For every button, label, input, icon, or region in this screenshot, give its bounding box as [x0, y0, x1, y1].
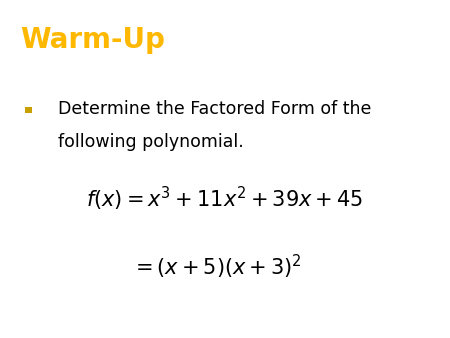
- Text: $f(x) = x^3 + 11x^2 + 39x + 45$: $f(x) = x^3 + 11x^2 + 39x + 45$: [86, 185, 364, 213]
- Text: Warm-Up: Warm-Up: [20, 26, 165, 53]
- Text: $= (x + 5)(x + 3)^2$: $= (x + 5)(x + 3)^2$: [130, 253, 302, 281]
- Text: Determine the Factored Form of the: Determine the Factored Form of the: [58, 100, 372, 118]
- FancyBboxPatch shape: [25, 107, 32, 113]
- Text: following polynomial.: following polynomial.: [58, 132, 244, 150]
